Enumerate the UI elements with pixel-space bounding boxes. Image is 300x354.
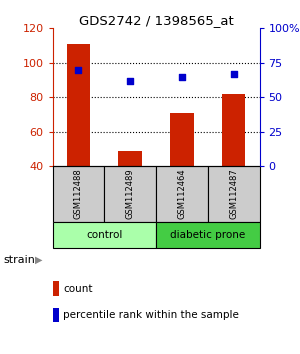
Bar <box>104 166 156 222</box>
Bar <box>156 222 260 248</box>
Bar <box>222 94 245 166</box>
Text: GSM112464: GSM112464 <box>177 169 186 219</box>
Text: ▶: ▶ <box>34 255 42 265</box>
Text: count: count <box>63 284 92 293</box>
Bar <box>156 166 208 222</box>
Bar <box>67 44 90 166</box>
Bar <box>208 166 260 222</box>
Bar <box>170 113 194 166</box>
Point <box>231 71 236 77</box>
Text: control: control <box>86 230 122 240</box>
Point <box>179 74 184 80</box>
Text: percentile rank within the sample: percentile rank within the sample <box>63 310 239 320</box>
Bar <box>52 222 156 248</box>
Point <box>76 67 81 73</box>
Text: strain: strain <box>3 255 35 265</box>
Bar <box>52 166 104 222</box>
Text: diabetic prone: diabetic prone <box>170 230 245 240</box>
Bar <box>118 151 142 166</box>
Text: GSM112488: GSM112488 <box>74 169 83 219</box>
Title: GDS2742 / 1398565_at: GDS2742 / 1398565_at <box>79 14 233 27</box>
Text: GSM112487: GSM112487 <box>229 169 238 219</box>
Point <box>128 78 133 84</box>
Text: GSM112489: GSM112489 <box>126 169 135 219</box>
